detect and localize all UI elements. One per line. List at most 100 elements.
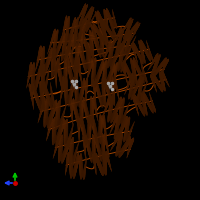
Polygon shape bbox=[99, 28, 104, 49]
Polygon shape bbox=[100, 115, 102, 139]
Polygon shape bbox=[97, 132, 98, 142]
Polygon shape bbox=[93, 115, 95, 139]
Polygon shape bbox=[66, 152, 68, 172]
Polygon shape bbox=[105, 77, 109, 101]
Polygon shape bbox=[55, 131, 58, 145]
Polygon shape bbox=[119, 112, 123, 125]
Polygon shape bbox=[64, 76, 66, 95]
Polygon shape bbox=[115, 76, 119, 100]
Polygon shape bbox=[118, 118, 125, 139]
Polygon shape bbox=[86, 7, 92, 21]
Polygon shape bbox=[102, 134, 105, 158]
Polygon shape bbox=[41, 69, 45, 93]
Polygon shape bbox=[112, 44, 120, 67]
Polygon shape bbox=[101, 115, 102, 129]
Polygon shape bbox=[91, 96, 93, 114]
Polygon shape bbox=[56, 108, 60, 130]
Polygon shape bbox=[65, 77, 67, 101]
Polygon shape bbox=[162, 70, 167, 83]
Polygon shape bbox=[102, 133, 105, 156]
Polygon shape bbox=[65, 128, 68, 147]
Polygon shape bbox=[70, 138, 72, 151]
Polygon shape bbox=[90, 42, 94, 63]
Polygon shape bbox=[84, 136, 86, 150]
Polygon shape bbox=[139, 46, 145, 63]
Polygon shape bbox=[62, 76, 64, 94]
Polygon shape bbox=[94, 96, 98, 120]
Polygon shape bbox=[62, 16, 66, 40]
Polygon shape bbox=[66, 153, 68, 174]
Polygon shape bbox=[64, 16, 67, 34]
Polygon shape bbox=[92, 57, 96, 75]
Polygon shape bbox=[153, 74, 158, 86]
Polygon shape bbox=[139, 41, 144, 54]
Polygon shape bbox=[152, 56, 160, 73]
Polygon shape bbox=[69, 20, 74, 45]
Polygon shape bbox=[67, 47, 68, 57]
Polygon shape bbox=[115, 124, 119, 139]
Polygon shape bbox=[75, 32, 78, 47]
Polygon shape bbox=[90, 97, 93, 123]
Polygon shape bbox=[78, 154, 79, 166]
Polygon shape bbox=[59, 138, 60, 144]
Polygon shape bbox=[58, 142, 63, 163]
Polygon shape bbox=[116, 34, 123, 53]
Polygon shape bbox=[37, 46, 41, 66]
Polygon shape bbox=[64, 138, 69, 161]
Polygon shape bbox=[69, 45, 73, 69]
Polygon shape bbox=[143, 43, 150, 61]
Polygon shape bbox=[61, 17, 66, 42]
Polygon shape bbox=[146, 42, 153, 60]
Polygon shape bbox=[143, 92, 148, 105]
Polygon shape bbox=[75, 77, 77, 102]
Polygon shape bbox=[96, 153, 100, 170]
Polygon shape bbox=[66, 46, 68, 60]
Polygon shape bbox=[113, 78, 115, 88]
Polygon shape bbox=[56, 129, 59, 146]
Polygon shape bbox=[120, 116, 127, 135]
Polygon shape bbox=[159, 73, 165, 90]
Polygon shape bbox=[67, 136, 69, 146]
Polygon shape bbox=[64, 46, 68, 72]
Polygon shape bbox=[141, 62, 147, 83]
Polygon shape bbox=[46, 117, 51, 141]
Polygon shape bbox=[116, 29, 124, 50]
Polygon shape bbox=[95, 13, 100, 31]
Polygon shape bbox=[104, 22, 106, 30]
Polygon shape bbox=[92, 137, 95, 161]
Polygon shape bbox=[93, 25, 97, 33]
Polygon shape bbox=[89, 30, 94, 51]
Polygon shape bbox=[94, 80, 96, 94]
Polygon shape bbox=[97, 13, 99, 18]
Polygon shape bbox=[70, 78, 73, 104]
Polygon shape bbox=[69, 123, 74, 147]
Polygon shape bbox=[159, 72, 165, 88]
Polygon shape bbox=[97, 11, 100, 22]
Polygon shape bbox=[85, 78, 87, 97]
Polygon shape bbox=[101, 163, 104, 176]
Polygon shape bbox=[90, 25, 99, 44]
Polygon shape bbox=[147, 45, 153, 61]
Polygon shape bbox=[99, 12, 105, 31]
Polygon shape bbox=[153, 55, 160, 69]
Polygon shape bbox=[89, 38, 94, 59]
Polygon shape bbox=[124, 117, 130, 136]
Polygon shape bbox=[105, 154, 106, 160]
Polygon shape bbox=[161, 72, 164, 79]
Polygon shape bbox=[81, 98, 83, 112]
Polygon shape bbox=[102, 166, 104, 174]
Polygon shape bbox=[41, 46, 44, 66]
Polygon shape bbox=[80, 153, 81, 173]
Polygon shape bbox=[94, 32, 100, 57]
Polygon shape bbox=[91, 32, 93, 41]
Polygon shape bbox=[103, 71, 107, 89]
Polygon shape bbox=[154, 62, 162, 77]
Polygon shape bbox=[51, 53, 56, 77]
Polygon shape bbox=[110, 109, 114, 122]
Polygon shape bbox=[51, 118, 53, 128]
Polygon shape bbox=[88, 111, 90, 125]
Polygon shape bbox=[138, 77, 143, 94]
Polygon shape bbox=[136, 97, 144, 116]
Polygon shape bbox=[60, 67, 63, 91]
Polygon shape bbox=[131, 73, 135, 86]
